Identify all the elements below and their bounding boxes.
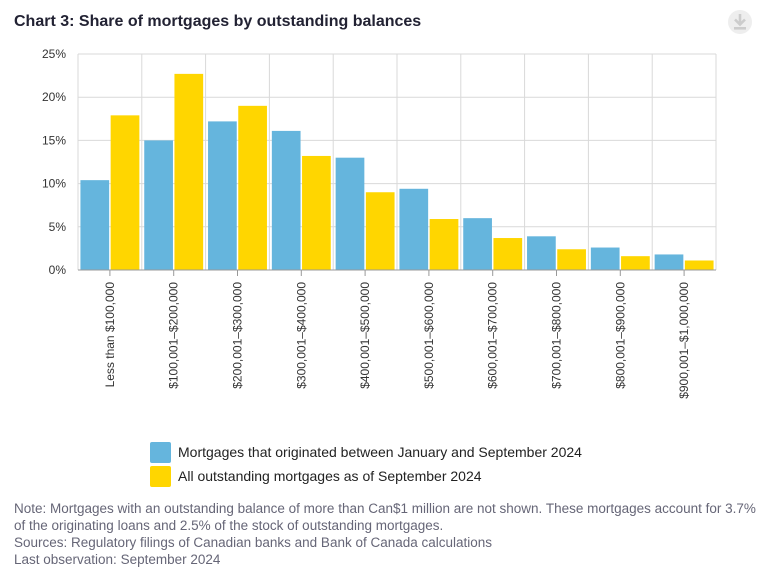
bar-chart: 0% 5% 10% 15% 20% 25% Less than $100,000 $100,0… bbox=[42, 47, 717, 399]
bar-outstanding-5 bbox=[429, 219, 459, 270]
legend-item-originated[interactable]: Mortgages that originated between Januar… bbox=[150, 441, 582, 463]
y-tick-label: 15% bbox=[42, 133, 66, 147]
bar-originated-3 bbox=[271, 130, 301, 270]
chart-title: Chart 3: Share of mortgages by outstandi… bbox=[14, 13, 422, 30]
legend-label-originated: Mortgages that originated between Januar… bbox=[178, 444, 582, 460]
x-tick-label: $900,001–$1,000,000 bbox=[677, 282, 691, 399]
last-observation-text: Last observation: September 2024 bbox=[14, 552, 221, 567]
bar-originated-6 bbox=[463, 218, 492, 270]
bar-outstanding-2 bbox=[238, 105, 267, 270]
bar-outstanding-1 bbox=[174, 73, 204, 270]
legend-label-outstanding: All outstanding mortgages as of Septembe… bbox=[178, 468, 482, 484]
x-tick-label: Less than $100,000 bbox=[103, 282, 117, 388]
x-tick-label: $800,001–$900,000 bbox=[613, 282, 627, 389]
bar-originated-4 bbox=[335, 157, 365, 270]
legend-item-outstanding[interactable]: All outstanding mortgages as of Septembe… bbox=[150, 465, 582, 487]
x-tick-label: $600,001–$700,000 bbox=[486, 282, 500, 389]
x-tick-label: $400,001–$500,000 bbox=[358, 282, 372, 389]
y-tick-label: 25% bbox=[42, 47, 66, 61]
y-tick-label: 20% bbox=[42, 90, 66, 104]
bar-outstanding-7 bbox=[557, 249, 586, 270]
legend-swatch-originated bbox=[150, 441, 171, 463]
bar-originated-1 bbox=[144, 140, 173, 270]
sources-text: Sources: Regulatory filings of Canadian … bbox=[14, 535, 493, 550]
x-tick-label: $200,001–$300,000 bbox=[231, 282, 245, 389]
bar-originated-7 bbox=[527, 236, 556, 270]
y-tick-label: 10% bbox=[42, 177, 66, 191]
bar-originated-2 bbox=[208, 121, 237, 270]
y-tick-label: 5% bbox=[49, 220, 67, 234]
x-tick-label: $700,001–$800,000 bbox=[550, 282, 564, 389]
bar-outstanding-6 bbox=[493, 238, 523, 270]
x-tick-label: $500,001–$600,000 bbox=[422, 282, 436, 389]
legend: Mortgages that originated between Januar… bbox=[150, 441, 582, 489]
bar-outstanding-8 bbox=[621, 256, 650, 270]
bar-originated-8 bbox=[590, 247, 620, 270]
x-tick-label: $300,001–$400,000 bbox=[294, 282, 308, 389]
bar-originated-5 bbox=[399, 188, 429, 270]
legend-swatch-outstanding bbox=[150, 465, 171, 487]
bar-outstanding-9 bbox=[684, 260, 714, 270]
bar-originated-0 bbox=[80, 180, 110, 270]
bar-outstanding-4 bbox=[365, 192, 395, 270]
chart-notes: Note: Mortgages with an outstanding bala… bbox=[14, 500, 769, 568]
y-tick-label: 0% bbox=[49, 263, 67, 277]
download-icon bbox=[728, 10, 752, 34]
note-text: Note: Mortgages with an outstanding bala… bbox=[14, 501, 756, 533]
bar-outstanding-3 bbox=[302, 155, 331, 270]
bar-originated-9 bbox=[654, 254, 684, 270]
bar-outstanding-0 bbox=[110, 115, 140, 271]
x-tick-label: $100,001–$200,000 bbox=[167, 282, 181, 389]
download-button[interactable] bbox=[722, 6, 758, 38]
